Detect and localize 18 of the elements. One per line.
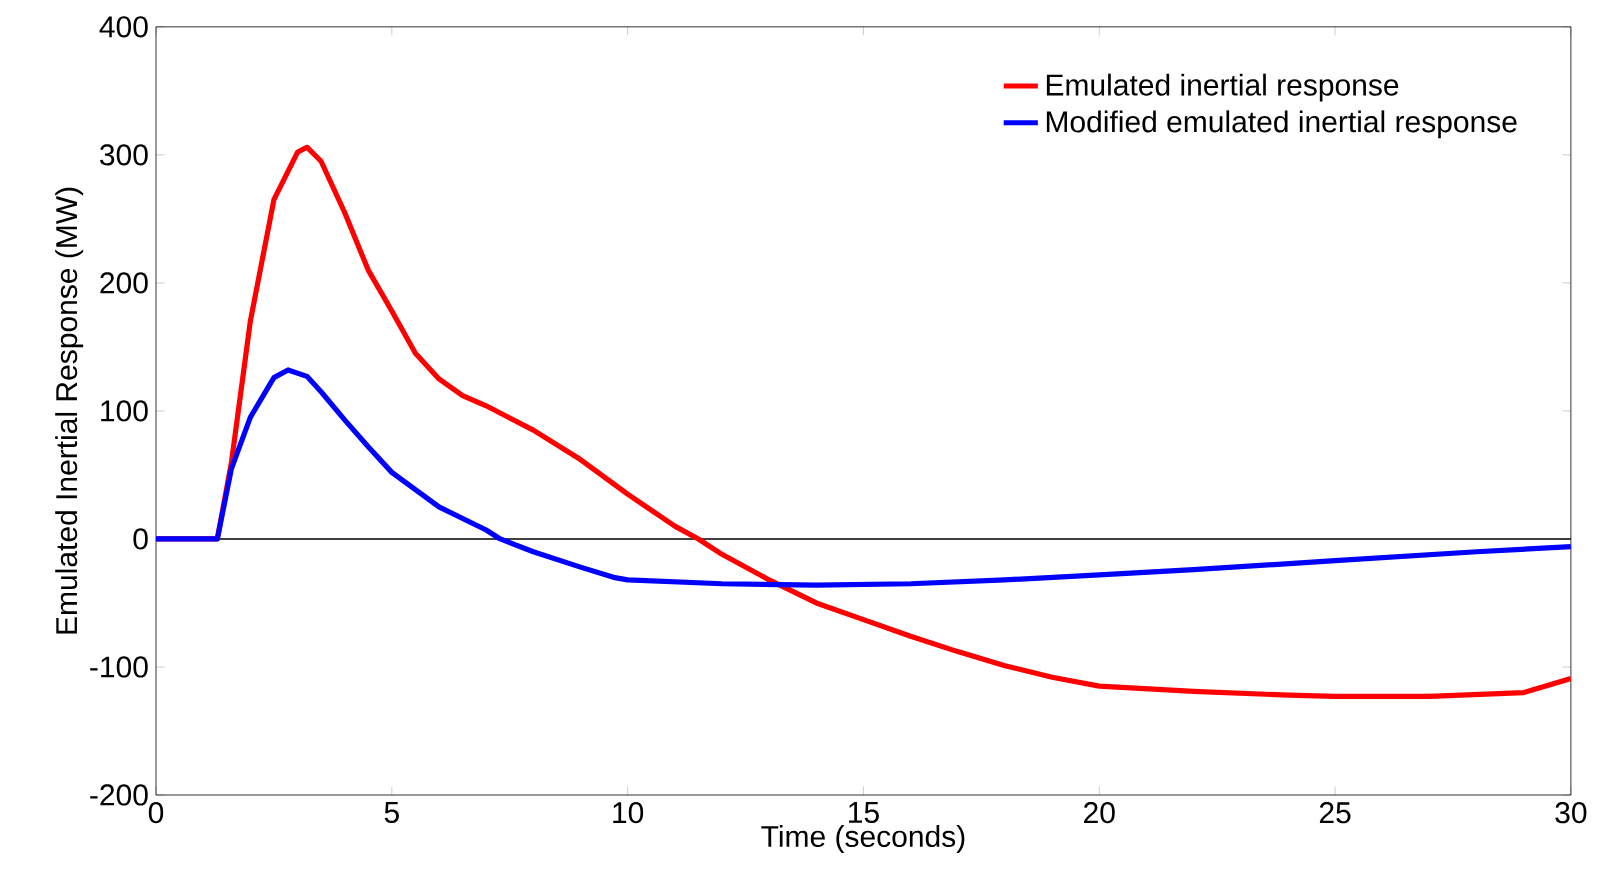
x-tick-label: 30	[1555, 802, 1587, 824]
y-tick-label: 200	[100, 272, 148, 294]
y-tick-label: 100	[101, 400, 148, 422]
x-tick-label: 5	[384, 802, 399, 823]
y-tick-label: -100	[90, 656, 148, 678]
legend-label: Modified emulated inertial response	[1046, 110, 1517, 139]
x-tick-label: 0	[148, 802, 164, 824]
legend-label: Emulated inertial response	[1046, 73, 1399, 102]
y-tick-label: 0	[133, 528, 148, 550]
x-tick-label: 15	[849, 802, 879, 823]
x-tick-label: 10	[613, 802, 644, 824]
y-tick-label: 400	[99, 16, 148, 38]
y-tick-label: -200	[90, 784, 148, 806]
y-axis-title: Emulated Inertial Response (MW)	[55, 187, 84, 634]
x-tick-label: 20	[1084, 802, 1115, 824]
x-tick-label: 25	[1319, 802, 1351, 824]
y-tick-label: 300	[100, 144, 148, 166]
x-axis-title: Time (seconds)	[761, 825, 965, 853]
